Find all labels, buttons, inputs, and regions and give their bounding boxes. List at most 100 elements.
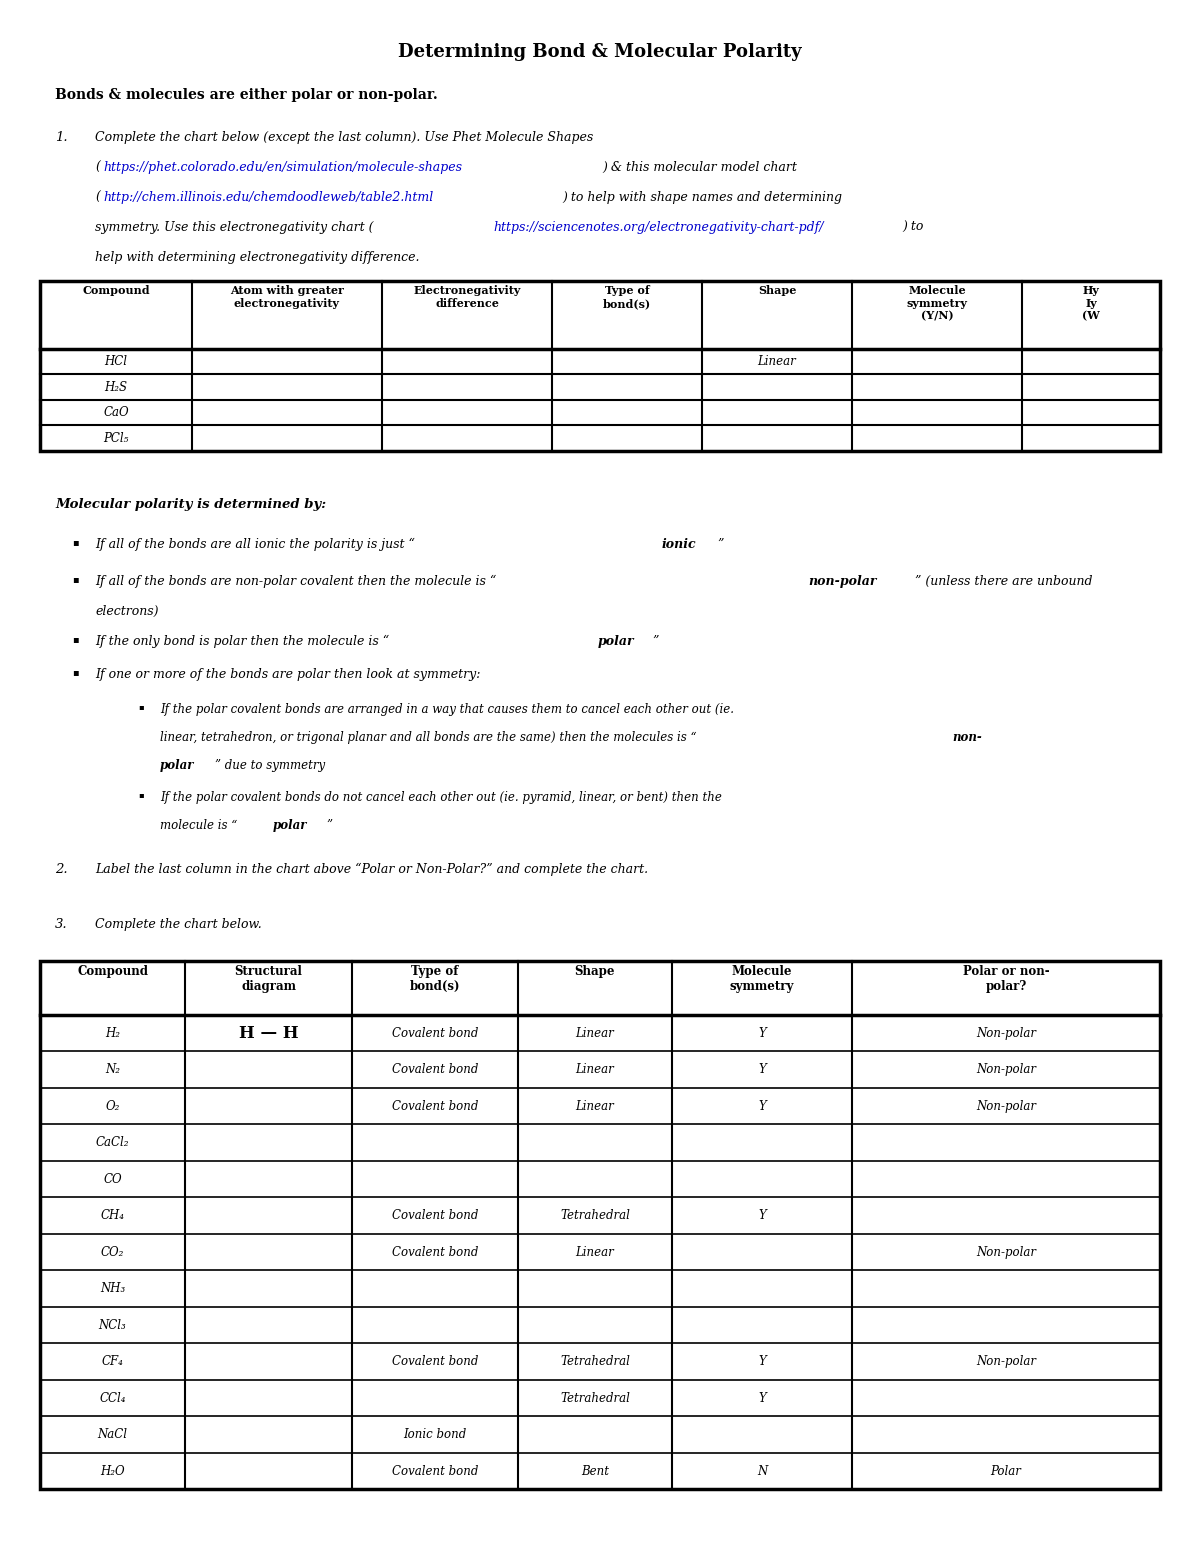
Text: Type of
bond(s): Type of bond(s) xyxy=(409,964,461,992)
Text: Polar or non-
polar?: Polar or non- polar? xyxy=(962,964,1049,992)
Text: ▪: ▪ xyxy=(72,537,79,547)
Text: PCl₅: PCl₅ xyxy=(103,432,128,444)
Text: polar: polar xyxy=(598,635,635,648)
Text: Atom with greater
electronegativity: Atom with greater electronegativity xyxy=(230,286,344,309)
Text: electrons): electrons) xyxy=(95,606,158,618)
Text: ▪: ▪ xyxy=(138,790,144,798)
Text: https://sciencenotes.org/electronegativity-chart-pdf/: https://sciencenotes.org/electronegativi… xyxy=(493,221,823,235)
Text: O₂: O₂ xyxy=(106,1100,120,1114)
Text: Label the last column in the chart above “Polar or Non-Polar?” and complete the : Label the last column in the chart above… xyxy=(95,863,648,876)
Text: Compound: Compound xyxy=(82,286,150,297)
Text: Molecule
symmetry
(Y/N): Molecule symmetry (Y/N) xyxy=(906,286,967,321)
Text: H — H: H — H xyxy=(239,1025,299,1042)
Text: CF₄: CF₄ xyxy=(102,1356,124,1368)
Text: Covalent bond: Covalent bond xyxy=(392,1210,478,1222)
Text: If one or more of the bonds are polar then look at symmetry:: If one or more of the bonds are polar th… xyxy=(95,668,480,682)
Text: ) & this molecular model chart: ) & this molecular model chart xyxy=(602,162,797,174)
Text: (: ( xyxy=(95,191,100,203)
Text: Tetrahedral: Tetrahedral xyxy=(560,1356,630,1368)
Text: http://chem.illinois.edu/chemdoodleweb/table2.html: http://chem.illinois.edu/chemdoodleweb/t… xyxy=(103,191,433,203)
Text: Molecular polarity is determined by:: Molecular polarity is determined by: xyxy=(55,499,326,511)
Text: If the polar covalent bonds do not cancel each other out (ie. pyramid, linear, o: If the polar covalent bonds do not cance… xyxy=(160,790,722,804)
Text: Molecule
symmetry: Molecule symmetry xyxy=(730,964,794,992)
Text: Complete the chart below (except the last column). Use Phet Molecule Shapes: Complete the chart below (except the las… xyxy=(95,130,593,144)
Text: If the only bond is polar then the molecule is “: If the only bond is polar then the molec… xyxy=(95,635,389,648)
Text: If all of the bonds are non-polar covalent then the molecule is “: If all of the bonds are non-polar covale… xyxy=(95,575,497,589)
Text: ionic: ionic xyxy=(662,537,697,551)
Text: CH₄: CH₄ xyxy=(101,1210,125,1222)
Text: CCl₄: CCl₄ xyxy=(100,1391,126,1405)
Text: Y: Y xyxy=(758,1027,766,1041)
Text: non-: non- xyxy=(952,731,982,744)
Text: Shape: Shape xyxy=(758,286,796,297)
Text: HCl: HCl xyxy=(104,356,127,368)
Text: Determining Bond & Molecular Polarity: Determining Bond & Molecular Polarity xyxy=(398,43,802,61)
Text: Bonds & molecules are either polar or non-polar.: Bonds & molecules are either polar or no… xyxy=(55,89,438,102)
Text: Non-polar: Non-polar xyxy=(976,1064,1036,1076)
Text: Covalent bond: Covalent bond xyxy=(392,1246,478,1259)
Text: Tetrahedral: Tetrahedral xyxy=(560,1391,630,1405)
Text: ▪: ▪ xyxy=(72,575,79,584)
Text: Tetrahedral: Tetrahedral xyxy=(560,1210,630,1222)
Text: Covalent bond: Covalent bond xyxy=(392,1356,478,1368)
Text: Covalent bond: Covalent bond xyxy=(392,1100,478,1114)
Text: Structural
diagram: Structural diagram xyxy=(234,964,302,992)
Text: polar: polar xyxy=(274,818,307,832)
Text: Covalent bond: Covalent bond xyxy=(392,1064,478,1076)
Text: Non-polar: Non-polar xyxy=(976,1246,1036,1259)
Text: help with determining electronegativity difference.: help with determining electronegativity … xyxy=(95,252,420,264)
Text: ”: ” xyxy=(718,537,724,551)
Text: If the polar covalent bonds are arranged in a way that causes them to cancel eac: If the polar covalent bonds are arranged… xyxy=(160,704,734,716)
Text: Y: Y xyxy=(758,1064,766,1076)
Text: linear, tetrahedron, or trigonal planar and all bonds are the same) then the mol: linear, tetrahedron, or trigonal planar … xyxy=(160,731,696,744)
Text: Y: Y xyxy=(758,1210,766,1222)
Text: CO₂: CO₂ xyxy=(101,1246,124,1259)
Text: Complete the chart below.: Complete the chart below. xyxy=(95,918,262,930)
Text: Hy
Iy
(W: Hy Iy (W xyxy=(1082,286,1100,321)
Text: CaCl₂: CaCl₂ xyxy=(96,1137,130,1149)
Text: Covalent bond: Covalent bond xyxy=(392,1464,478,1478)
Text: 1.: 1. xyxy=(55,130,67,144)
Bar xyxy=(40,281,1160,450)
Text: ” due to symmetry: ” due to symmetry xyxy=(215,759,325,772)
Text: ”: ” xyxy=(326,818,332,832)
Text: Non-polar: Non-polar xyxy=(976,1100,1036,1114)
Text: Linear: Linear xyxy=(576,1246,614,1259)
Text: Non-polar: Non-polar xyxy=(976,1027,1036,1041)
Text: 2.: 2. xyxy=(55,863,67,876)
Text: Linear: Linear xyxy=(576,1064,614,1076)
Text: NCl₃: NCl₃ xyxy=(98,1318,126,1332)
Text: N₂: N₂ xyxy=(106,1064,120,1076)
Text: ▪: ▪ xyxy=(72,635,79,644)
Text: Linear: Linear xyxy=(757,356,797,368)
Text: Linear: Linear xyxy=(576,1027,614,1041)
Text: ” (unless there are unbound: ” (unless there are unbound xyxy=(916,575,1092,589)
Text: Compound: Compound xyxy=(77,964,148,978)
Text: NH₃: NH₃ xyxy=(100,1283,125,1295)
Text: Type of
bond(s): Type of bond(s) xyxy=(602,286,652,309)
Text: ▪: ▪ xyxy=(72,668,79,677)
Text: Covalent bond: Covalent bond xyxy=(392,1027,478,1041)
Text: H₂: H₂ xyxy=(106,1027,120,1041)
Text: Shape: Shape xyxy=(575,964,616,978)
Text: ”: ” xyxy=(652,635,659,648)
Text: polar: polar xyxy=(160,759,194,772)
Text: CaO: CaO xyxy=(103,407,128,419)
Text: ) to help with shape names and determining: ) to help with shape names and determini… xyxy=(562,191,842,203)
Text: https://phet.colorado.edu/en/simulation/molecule-shapes: https://phet.colorado.edu/en/simulation/… xyxy=(103,162,462,174)
Text: Polar: Polar xyxy=(990,1464,1021,1478)
Text: Y: Y xyxy=(758,1100,766,1114)
Text: H₂O: H₂O xyxy=(100,1464,125,1478)
Text: Y: Y xyxy=(758,1356,766,1368)
Text: N: N xyxy=(757,1464,767,1478)
Text: Bent: Bent xyxy=(581,1464,608,1478)
Text: Y: Y xyxy=(758,1391,766,1405)
Text: NaCl: NaCl xyxy=(97,1429,127,1441)
Text: If all of the bonds are all ionic the polarity is just “: If all of the bonds are all ionic the po… xyxy=(95,537,415,551)
Text: symmetry. Use this electronegativity chart (: symmetry. Use this electronegativity cha… xyxy=(95,221,373,235)
Text: ) to: ) to xyxy=(902,221,923,235)
Text: Non-polar: Non-polar xyxy=(976,1356,1036,1368)
Text: (: ( xyxy=(95,162,100,174)
Text: ▪: ▪ xyxy=(138,704,144,711)
Text: Linear: Linear xyxy=(576,1100,614,1114)
